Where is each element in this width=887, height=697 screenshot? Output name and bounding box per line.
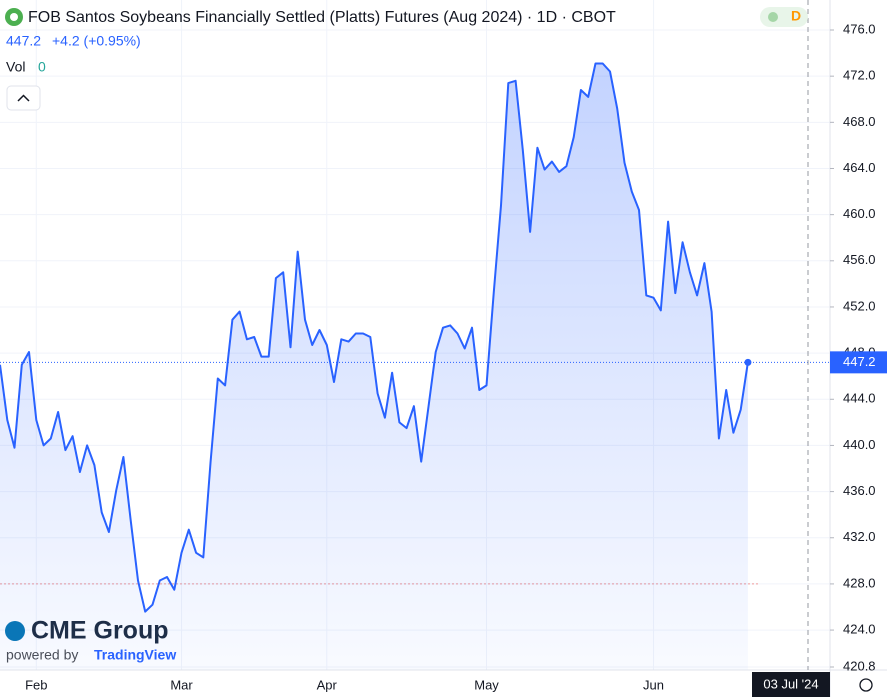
x-tick-label: Mar — [170, 677, 193, 692]
last-price-label-bg — [830, 351, 887, 374]
y-tick-label: 424.0 — [843, 622, 876, 637]
last-price: 447.2 — [6, 33, 41, 49]
y-tick-label: 476.0 — [843, 21, 876, 36]
cme-logo — [5, 621, 25, 641]
crosshair-date: 03 Jul '24 — [763, 676, 818, 691]
watermark: CME Group — [31, 617, 169, 645]
settings-icon[interactable] — [859, 678, 873, 692]
plot — [0, 62, 830, 670]
platform: TradingView — [94, 647, 176, 663]
badge-label: D — [791, 8, 801, 24]
volume: 0 — [38, 59, 46, 75]
y-tick-label: 444.0 — [843, 391, 876, 406]
y-tick-label: 452.0 — [843, 298, 876, 313]
badge-dot — [768, 12, 778, 22]
y-tick-label: 436.0 — [843, 483, 876, 498]
y-tick-label: 432.0 — [843, 529, 876, 544]
last-price-label: 447.2 — [843, 354, 876, 369]
y-tick-label: 440.0 — [843, 437, 876, 452]
y-tick-label: 472.0 — [843, 68, 876, 83]
y-tick-label: 460.0 — [843, 206, 876, 221]
powered-by: powered by — [6, 647, 78, 663]
x-tick-label: May — [474, 677, 499, 692]
change: +4.2 (+0.95%) — [52, 33, 141, 49]
collapse-icon — [17, 94, 30, 102]
y-tick-label: 420.8 — [843, 658, 876, 673]
chart-title: FOB Santos Soybeans Financially Settled … — [28, 9, 616, 26]
y-tick-label: 428.0 — [843, 575, 876, 590]
badge[interactable] — [760, 7, 808, 27]
x-tick-label: Feb — [25, 677, 47, 692]
y-tick-label: 464.0 — [843, 160, 876, 175]
x-tick-label: Jun — [643, 677, 664, 692]
x-tick-label: Apr — [317, 677, 338, 692]
line — [0, 62, 749, 613]
y-tick-label: 468.0 — [843, 114, 876, 129]
collapse-button[interactable] — [6, 85, 41, 111]
y-tick-label: 456.0 — [843, 252, 876, 267]
date-label-bg — [752, 672, 830, 697]
axes: 420.8424.0428.0432.0436.0440.0444.0448.0… — [25, 21, 887, 692]
volume-label: Vol — [6, 59, 25, 75]
symbol-icon — [10, 13, 18, 21]
